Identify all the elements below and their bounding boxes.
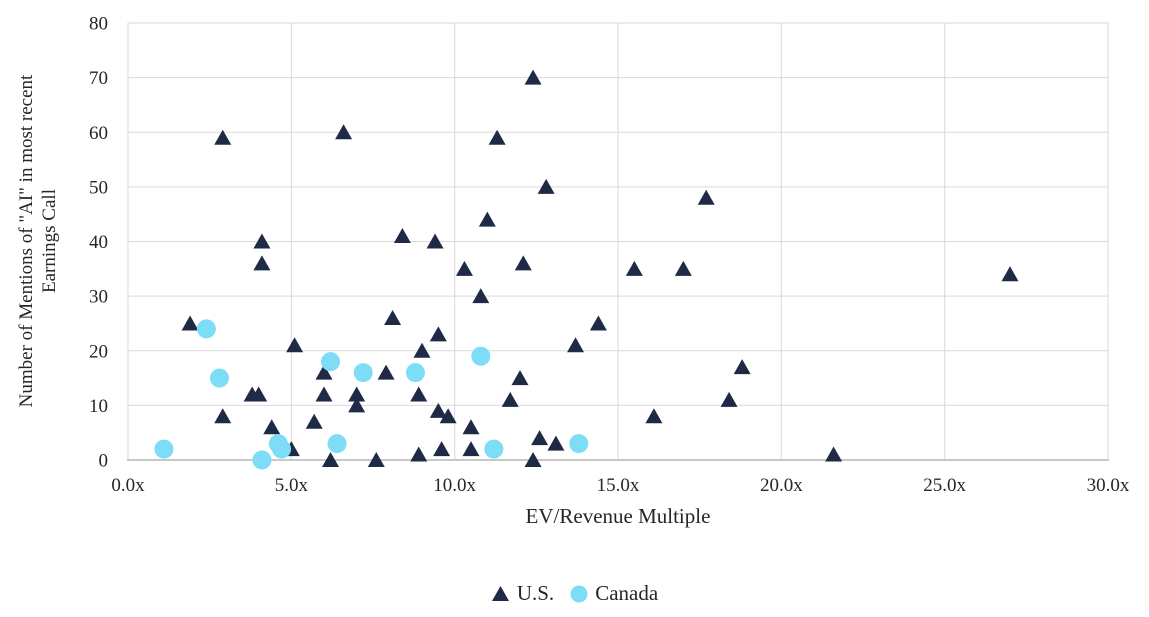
y-tick-label: 20 — [89, 341, 108, 362]
scatter-point-us — [348, 386, 366, 402]
scatter-point-us — [455, 260, 473, 276]
y-tick-label: 80 — [89, 14, 108, 35]
scatter-point-us — [531, 430, 549, 446]
legend-label-canada: Canada — [595, 581, 659, 605]
scatter-point-canada — [353, 363, 373, 383]
scatter-point-us — [514, 255, 532, 271]
scatter-point-canada — [569, 434, 589, 454]
legend-item-canada: Canada — [570, 581, 658, 606]
scatter-point-canada — [209, 368, 229, 388]
scatter-point-us — [501, 391, 519, 407]
scatter-point-canada — [484, 439, 504, 459]
scatter-point-us — [547, 435, 565, 451]
scatter-point-us — [567, 337, 585, 353]
scatter-point-us — [315, 386, 333, 402]
scatter-point-canada — [405, 363, 425, 383]
scatter-point-us — [1001, 266, 1019, 282]
scatter-point-us — [181, 315, 199, 331]
y-axis-title-line1: Number of Mentions of "AI" in most recen… — [16, 74, 37, 408]
scatter-point-us — [384, 309, 402, 325]
x-tick-label: 10.0x — [433, 475, 476, 496]
scatter-point-us — [335, 124, 353, 140]
legend-label-us: U.S. — [516, 581, 555, 605]
y-tick-label: 0 — [99, 451, 109, 472]
scatter-point-us — [426, 233, 444, 249]
scatter-point-canada — [196, 319, 216, 339]
scatter-point-us — [733, 359, 751, 375]
legend: U.S. Canada — [0, 581, 1149, 606]
scatter-point-us — [253, 255, 271, 271]
legend-item-us: U.S. — [491, 581, 554, 606]
scatter-point-us — [410, 446, 428, 462]
scatter-point-us — [393, 228, 411, 244]
scatter-point-us — [214, 408, 232, 424]
scatter-point-us — [462, 419, 480, 435]
scatter-point-us — [720, 391, 738, 407]
scatter-point-us — [645, 408, 663, 424]
x-tick-label: 5.0x — [275, 475, 309, 496]
x-tick-label: 20.0x — [760, 475, 803, 496]
y-axis-title: Number of Mentions of "AI" in most recen… — [15, 21, 61, 461]
scatter-point-us — [478, 211, 496, 227]
scatter-point-us — [263, 419, 281, 435]
x-tick-label: 15.0x — [597, 475, 640, 496]
scatter-point-us — [348, 397, 366, 413]
y-tick-label: 50 — [89, 177, 108, 198]
x-axis-title: EV/Revenue Multiple — [525, 504, 711, 528]
scatter-point-us — [305, 413, 323, 429]
y-axis-title-line2: Earnings Call — [39, 189, 60, 293]
scatter-point-us — [488, 129, 506, 145]
y-tick-label: 30 — [89, 287, 108, 308]
scatter-point-us — [674, 260, 692, 276]
scatter-point-us — [537, 178, 555, 194]
scatter-point-us — [410, 386, 428, 402]
x-tick-label: 0.0x — [111, 475, 145, 496]
scatter-point-canada — [154, 439, 174, 459]
scatter-point-us — [625, 260, 643, 276]
scatter-point-us — [315, 364, 333, 380]
scatter-point-us — [413, 342, 431, 358]
scatter-point-us — [429, 402, 447, 418]
scatter-point-canada — [471, 346, 491, 366]
scatter-point-us — [433, 441, 451, 457]
scatter-point-us — [462, 441, 480, 457]
us-triangle-icon — [491, 585, 510, 602]
scatter-point-canada — [321, 352, 341, 372]
y-tick-label: 70 — [89, 68, 108, 89]
scatter-point-us — [367, 452, 385, 467]
scatter-point-us — [511, 370, 529, 386]
scatter-point-us — [589, 315, 607, 331]
scatter-point-us — [322, 452, 340, 467]
scatter-point-us — [377, 364, 395, 380]
scatter-point-us — [253, 233, 271, 249]
y-tick-label: 10 — [89, 396, 108, 417]
x-tick-label: 30.0x — [1087, 475, 1130, 496]
scatter-point-us — [439, 408, 457, 424]
scatter-point-canada — [327, 434, 347, 454]
scatter-point-us — [472, 288, 490, 304]
y-tick-label: 60 — [89, 123, 108, 144]
x-tick-label: 25.0x — [923, 475, 966, 496]
y-tick-label: 40 — [89, 232, 108, 253]
scatter-point-canada — [272, 439, 292, 459]
canada-circle-icon — [570, 585, 588, 603]
scatter-point-us — [214, 129, 232, 145]
scatter-point-canada — [252, 450, 272, 470]
scatter-point-us — [524, 69, 542, 85]
scatter-point-us — [825, 446, 843, 462]
scatter-point-us — [429, 326, 447, 342]
scatter-point-us — [697, 189, 715, 205]
scatter-point-us — [524, 452, 542, 467]
scatter-point-us — [250, 386, 268, 402]
scatter-point-us — [286, 337, 304, 353]
